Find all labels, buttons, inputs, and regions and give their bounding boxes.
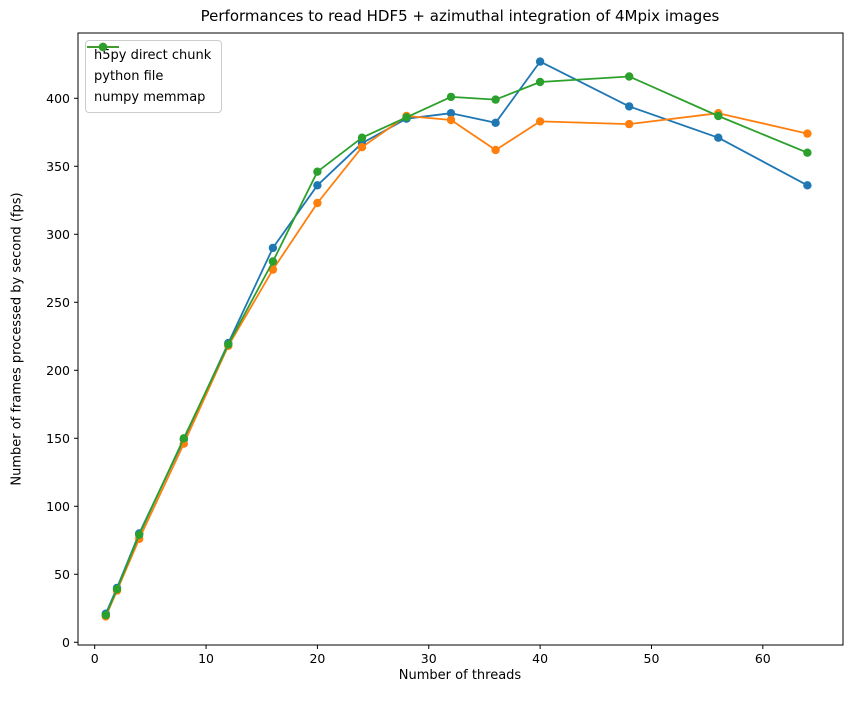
y-tick-label: 300	[46, 227, 70, 242]
data-point-numpy-memmap	[357, 133, 367, 142]
data-point-numpy-memmap	[402, 113, 411, 122]
series-line-h5py-direct-chunk	[104, 60, 808, 615]
data-point-h5py-direct-chunk	[803, 181, 812, 190]
x-tick-label: 50	[644, 651, 660, 666]
y-tick-label: 100	[46, 499, 70, 514]
legend-item-numpy-memmap: numpy memmap	[87, 42, 211, 107]
data-point-python-file	[625, 119, 634, 129]
y-tick-label: 350	[46, 159, 70, 174]
data-point-numpy-memmap	[491, 95, 500, 104]
series-line-numpy-memmap	[104, 75, 808, 616]
legend-label: h5py direct chunk	[94, 48, 212, 63]
data-point-numpy-memmap	[101, 610, 111, 620]
axes-frame	[77, 32, 844, 646]
data-point-numpy-memmap	[446, 92, 456, 102]
y-tick-label: 250	[46, 295, 70, 310]
data-point-python-file	[268, 265, 278, 274]
data-point-numpy-memmap	[135, 530, 144, 539]
data-point-numpy-memmap	[112, 585, 122, 594]
chart-title: Performances to read HDF5 + azimuthal in…	[200, 7, 720, 25]
data-point-python-file	[357, 143, 367, 152]
data-point-python-file	[535, 117, 545, 126]
y-tick-label: 150	[46, 431, 70, 446]
data-point-numpy-memmap	[714, 111, 723, 121]
data-point-h5py-direct-chunk	[625, 102, 634, 111]
y-axis-label: Number of frames processed by second (fp…	[9, 192, 25, 486]
data-point-numpy-memmap	[268, 257, 278, 266]
data-point-numpy-memmap	[313, 167, 322, 176]
data-point-numpy-memmap	[179, 434, 188, 443]
data-point-h5py-direct-chunk	[268, 243, 278, 253]
data-point-numpy-memmap	[803, 148, 812, 157]
data-point-h5py-direct-chunk	[446, 109, 456, 118]
data-point-numpy-memmap	[535, 77, 545, 87]
y-tick-label: 400	[46, 91, 70, 106]
data-point-python-file	[803, 129, 812, 138]
legend: h5py direct chunk python file numpy memmap	[85, 40, 223, 113]
data-point-numpy-memmap	[625, 72, 634, 81]
x-tick-label: 40	[532, 651, 548, 666]
legend-item-python-file: python file	[87, 42, 211, 86]
legend-label: python file	[94, 69, 164, 84]
data-point-numpy-memmap	[224, 340, 233, 349]
x-tick-label: 10	[198, 651, 214, 666]
x-tick-label: 60	[755, 651, 771, 666]
x-tick-label: 0	[91, 651, 99, 666]
data-point-python-file	[313, 198, 322, 208]
data-point-python-file	[491, 145, 500, 155]
data-point-h5py-direct-chunk	[714, 133, 723, 142]
data-point-h5py-direct-chunk	[313, 181, 322, 190]
data-point-h5py-direct-chunk	[535, 57, 545, 66]
data-point-h5py-direct-chunk	[491, 118, 500, 128]
x-tick-label: 30	[421, 651, 437, 666]
y-tick-label: 50	[54, 567, 70, 582]
x-tick-label: 20	[309, 651, 325, 666]
series-line-python-file	[104, 112, 808, 617]
x-axis-label: Number of threads	[398, 668, 522, 683]
y-tick-label: 200	[46, 363, 70, 378]
y-tick-label: 0	[62, 635, 70, 650]
legend-line-marker-icon	[87, 42, 119, 52]
legend-label: numpy memmap	[94, 90, 206, 105]
data-point-python-file	[446, 115, 456, 125]
